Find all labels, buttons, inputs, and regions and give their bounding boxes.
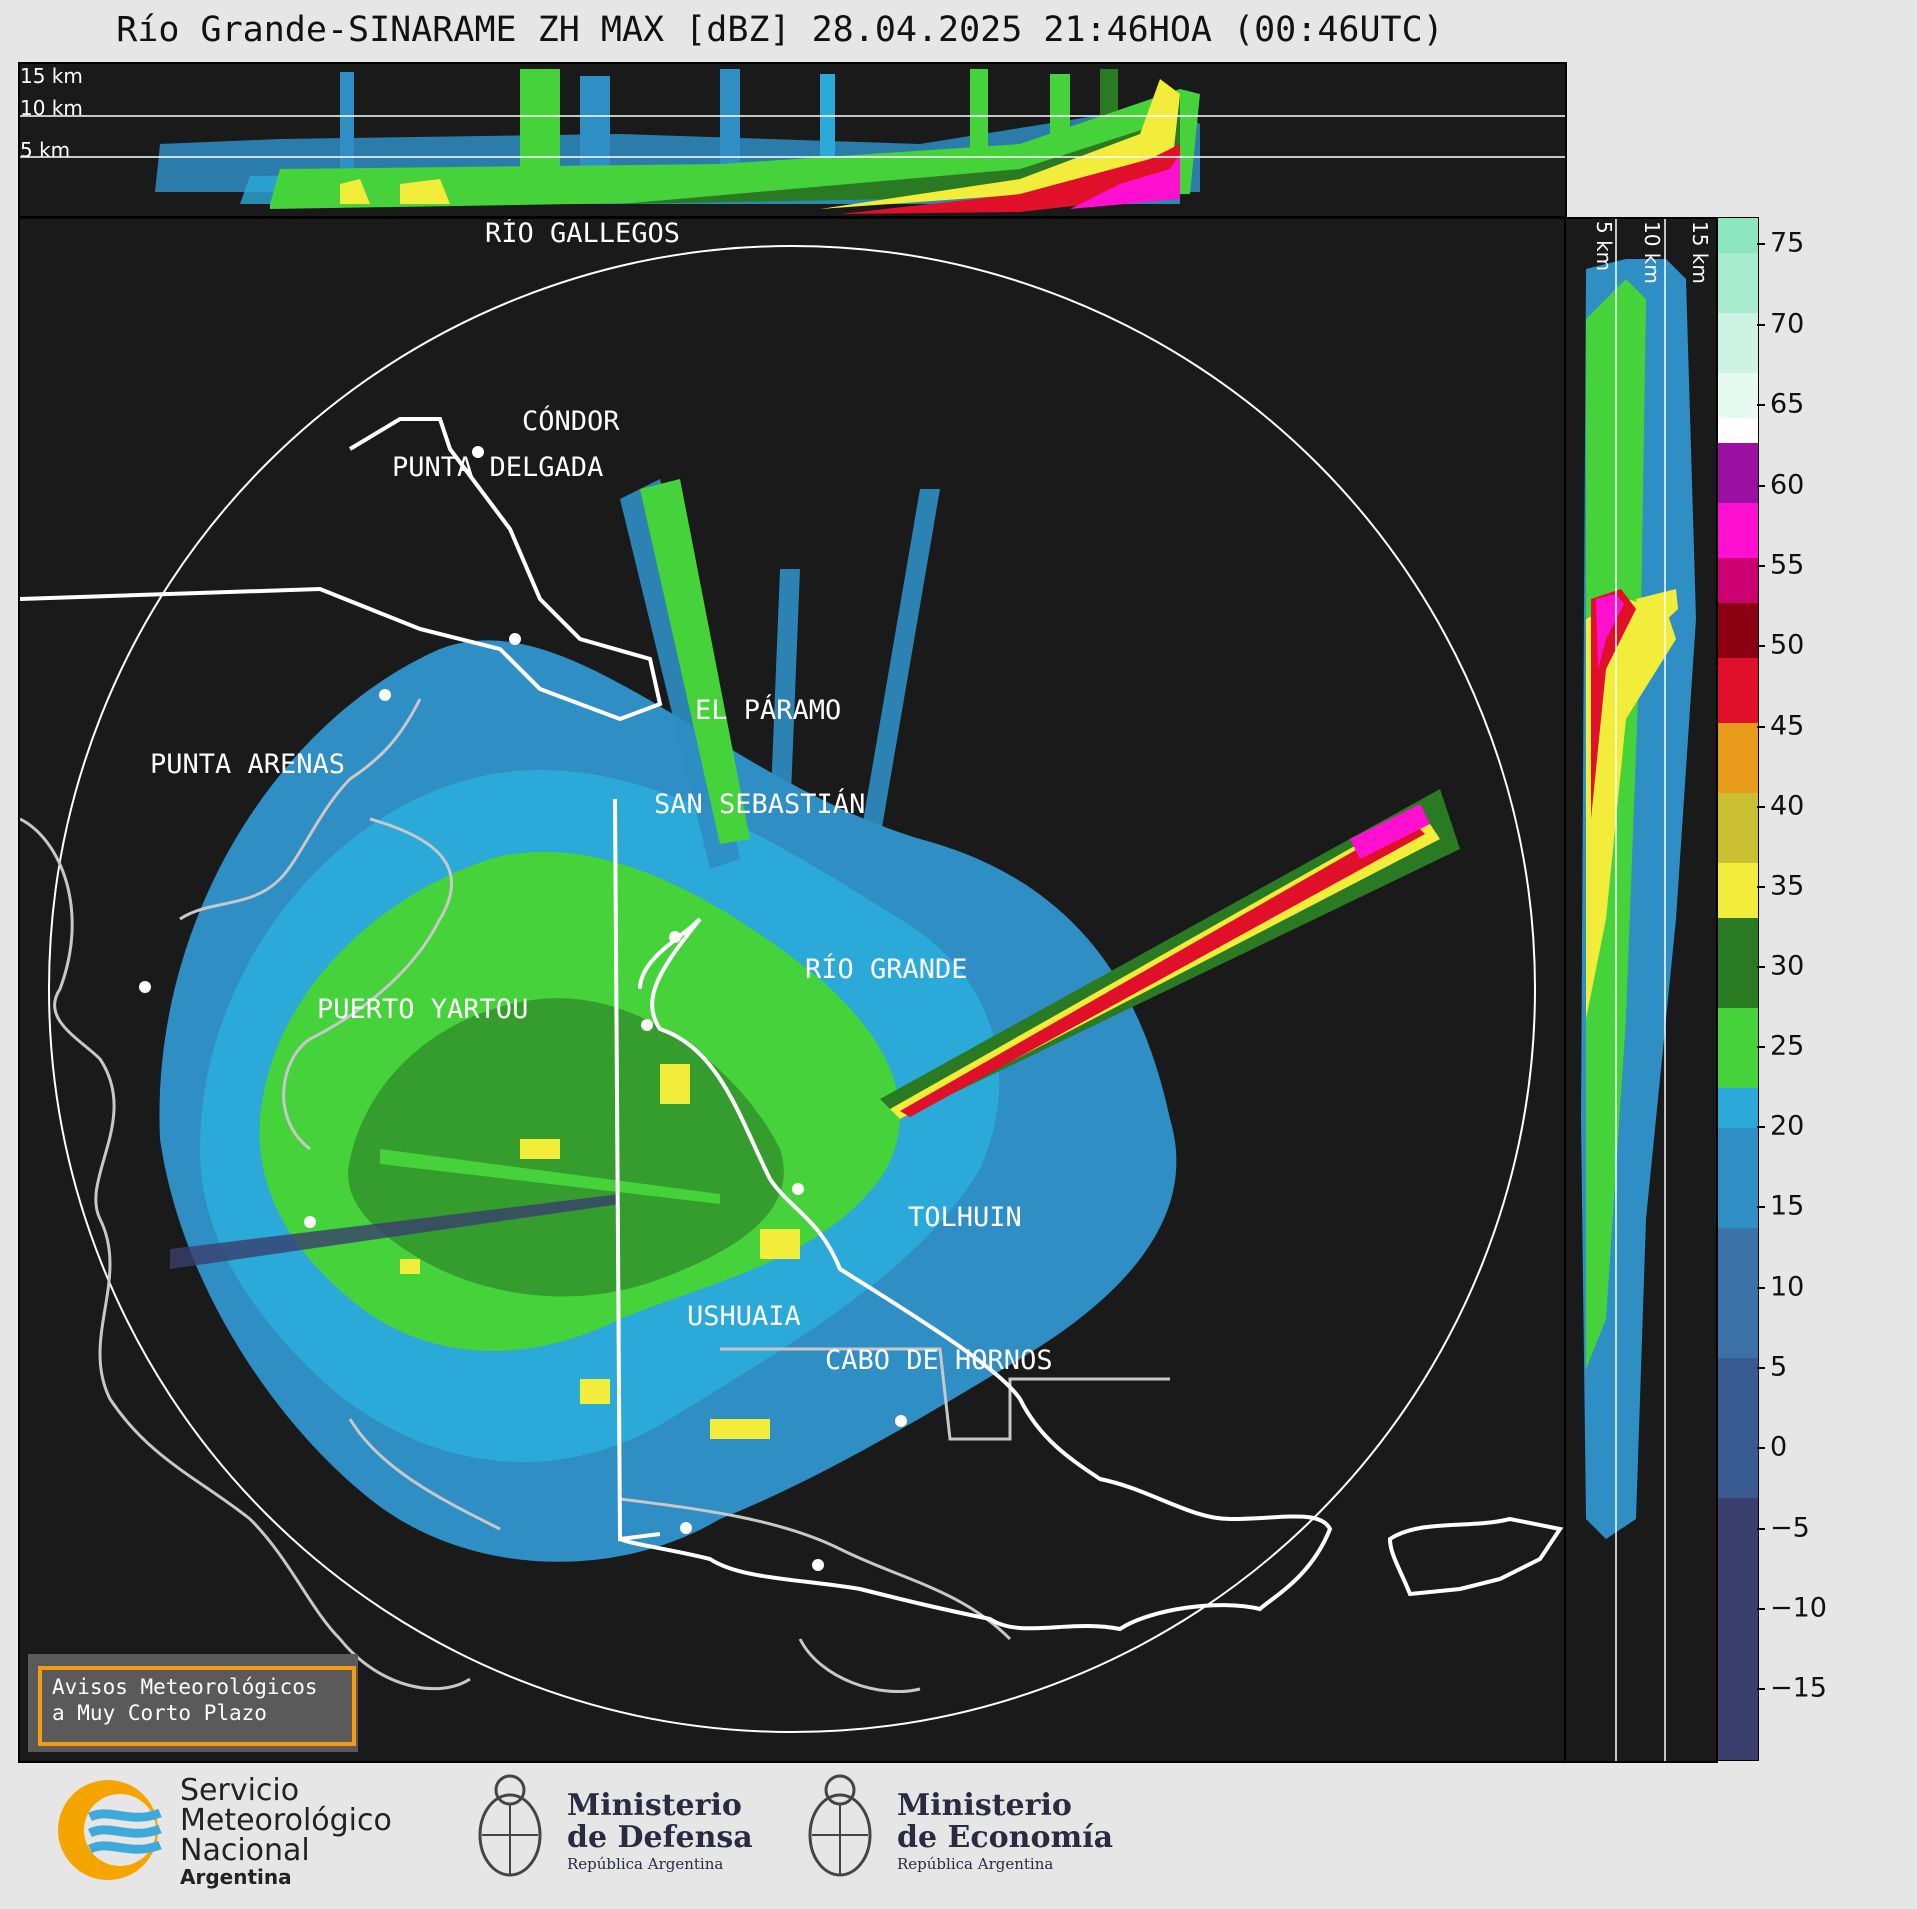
smn-logo-text: Servicio Meteorológico Nacional Argentin… [180,1773,392,1889]
defensa-line1: Ministerio [567,1788,742,1823]
colorbar-tick [1757,485,1765,487]
colorbar-label: 65 [1770,388,1805,420]
colorbar-label: 20 [1770,1110,1805,1142]
smn-line1: Servicio [180,1773,300,1808]
radar-map: RÍO GALLEGOS CÓNDOR PUNTA DELGADA EL PÁR… [18,217,1567,1763]
defensa-line3: República Argentina [567,1855,724,1873]
city-label-ushuaia: USHUAIA [687,1301,801,1332]
colorbar-label: 0 [1770,1431,1788,1463]
colorbar-label: 40 [1770,790,1805,822]
city-label-el-paramo: EL PÁRAMO [695,695,842,726]
side-cross-section: 5 km 10 km 15 km [1564,217,1718,1763]
colorbar-tick [1757,1528,1765,1530]
colorbar-tick [1757,1447,1765,1449]
colorbar-tick [1757,806,1765,808]
top-cross-section: 15 km 10 km 5 km [18,62,1567,218]
economia-line2: de Economía [897,1820,1114,1855]
colorbar-tick [1757,645,1765,647]
colorbar-tick [1757,243,1765,245]
colorbar-label: 55 [1770,549,1805,581]
city-label-san-sebastian: SAN SEBASTIÁN [654,789,866,820]
side-cross-section-image [1581,219,1696,1761]
economia-line1: Ministerio [897,1788,1072,1823]
colorbar-label: 30 [1770,950,1805,982]
colorbar-label: 70 [1770,308,1805,340]
city-label-rio-grande: RÍO GRANDE [805,954,968,985]
warning-link[interactable]: Avisos Meteorológicos a Muy Corto Plazo [38,1666,356,1746]
level-label-5km: 5 km [20,138,71,162]
city-label-cabo-de-hornos: CABO DE HORNOS [825,1345,1053,1376]
colorbar-tick [1757,324,1765,326]
colorbar-label: 15 [1770,1190,1805,1222]
smn-line3: Nacional [180,1833,310,1868]
colorbar-tick [1757,565,1765,567]
warning-box: Avisos Meteorológicos a Muy Corto Plazo [28,1654,358,1752]
radar-image [20,245,1564,1733]
economia-coat-of-arms-icon [808,1774,872,1877]
side-level-label-5km: 5 km [1592,221,1616,272]
defensa-coat-of-arms-icon [478,1774,542,1877]
colorbar-label: 45 [1770,710,1805,742]
colorbar-tick [1757,1046,1765,1048]
colorbar-tick [1757,1688,1765,1690]
colorbar-tick [1757,1367,1765,1369]
colorbar-tick [1757,1206,1765,1208]
warning-line1: Avisos Meteorológicos [52,1675,318,1699]
colorbar-label: −5 [1770,1512,1810,1544]
colorbar-tick [1757,1287,1765,1289]
smn-logo-icon [58,1780,162,1880]
city-label-punta-arenas: PUNTA ARENAS [150,749,346,780]
colorbar-label: 25 [1770,1030,1805,1062]
smn-line2: Meteorológico [180,1803,392,1838]
defensa-logo-text: Ministerio de Defensa República Argentin… [567,1790,753,1874]
colorbar-label: −10 [1770,1592,1827,1624]
level-label-15km: 15 km [20,64,83,88]
city-label-tolhuin: TOLHUIN [908,1202,1022,1233]
side-level-label-10km: 10 km [1640,221,1664,284]
colorbar-tick [1757,886,1765,888]
colorbar-label: −15 [1770,1672,1827,1704]
side-level-label-15km: 15 km [1688,221,1712,284]
colorbar-tick [1757,1608,1765,1610]
economia-logo-text: Ministerio de Economía República Argenti… [897,1790,1113,1874]
level-label-10km: 10 km [20,96,83,120]
city-label-condor: CÓNDOR [522,406,620,437]
city-label-punta-delgada: PUNTA DELGADA [392,452,604,483]
colorbar-tick [1757,726,1765,728]
colorbar-label: 10 [1770,1271,1805,1303]
map-title: Río Grande-SINARAME ZH MAX [dBZ] 28.04.2… [116,10,1444,50]
colorbar-tick [1757,966,1765,968]
top-cross-section-image [20,69,1565,214]
colorbar-label: 60 [1770,469,1805,501]
colorbar-label: 35 [1770,870,1805,902]
colorbar-label: 5 [1770,1351,1788,1383]
colorbar-label: 50 [1770,629,1805,661]
colorbar-label: 75 [1770,227,1805,259]
defensa-line2: de Defensa [567,1820,753,1855]
smn-line4: Argentina [180,1865,292,1889]
city-label-rio-gallegos: RÍO GALLEGOS [485,218,681,249]
dbz-colorbar [1717,217,1759,1761]
colorbar-tick [1757,404,1765,406]
city-label-puerto-yartou: PUERTO YARTOU [317,994,529,1025]
warning-line2: a Muy Corto Plazo [52,1701,267,1725]
economia-line3: República Argentina [897,1855,1054,1873]
colorbar-tick [1757,1126,1765,1128]
